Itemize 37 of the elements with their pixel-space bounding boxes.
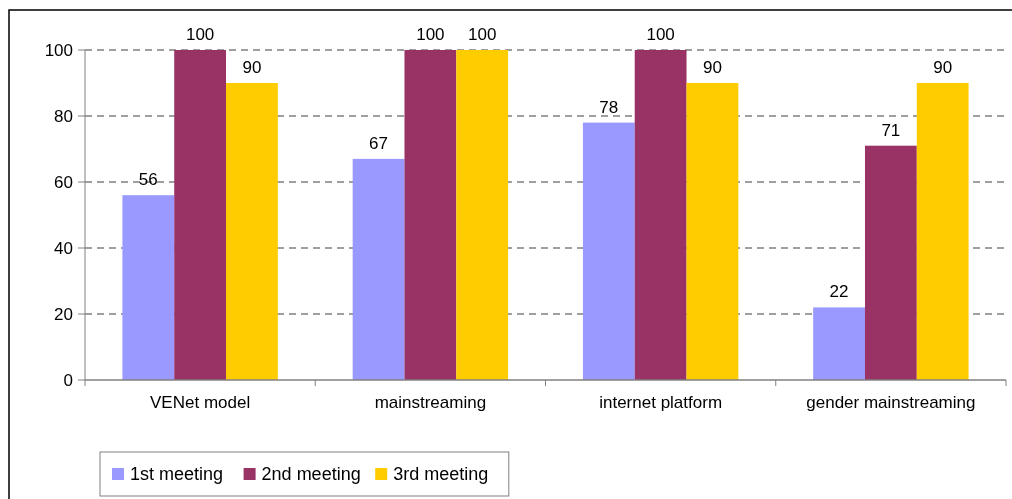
y-tick-label: 0 — [63, 370, 73, 390]
bar — [582, 122, 635, 380]
bar — [122, 195, 175, 380]
legend-label: 1st meeting — [130, 464, 224, 485]
x-tick-label: internet platform — [599, 393, 723, 412]
legend-label: 3rd meeting — [393, 464, 489, 485]
data-label: 100 — [467, 25, 497, 44]
bar — [864, 145, 917, 380]
y-tick-label: 60 — [54, 172, 73, 192]
bar — [456, 50, 509, 380]
bar — [404, 50, 457, 380]
data-label: 100 — [646, 25, 675, 44]
y-tick-label: 20 — [54, 304, 73, 324]
y-tick-label: 80 — [54, 106, 73, 126]
bar — [916, 83, 969, 380]
y-tick-label: 40 — [54, 238, 73, 258]
legend-label: 2nd meeting — [261, 464, 361, 485]
data-label: 100 — [416, 25, 445, 44]
bar — [634, 50, 687, 380]
bar — [174, 50, 227, 380]
bar — [813, 307, 865, 380]
data-label: 90 — [242, 58, 262, 77]
data-label: 90 — [933, 58, 953, 77]
data-label: 67 — [369, 133, 389, 153]
x-tick-label: gender mainstreaming — [806, 393, 976, 412]
data-label: 78 — [599, 97, 619, 117]
data-label: 22 — [829, 282, 849, 302]
bar — [226, 83, 278, 380]
x-tick-label: VENet model — [150, 393, 251, 412]
data-label: 100 — [185, 25, 215, 44]
data-label: 90 — [702, 58, 722, 77]
data-label: 71 — [881, 120, 901, 140]
bar — [686, 83, 739, 380]
y-tick-label: 100 — [44, 40, 73, 60]
data-label: 56 — [138, 170, 158, 190]
x-tick-label: mainstreaming — [374, 393, 487, 412]
bar — [352, 158, 405, 380]
